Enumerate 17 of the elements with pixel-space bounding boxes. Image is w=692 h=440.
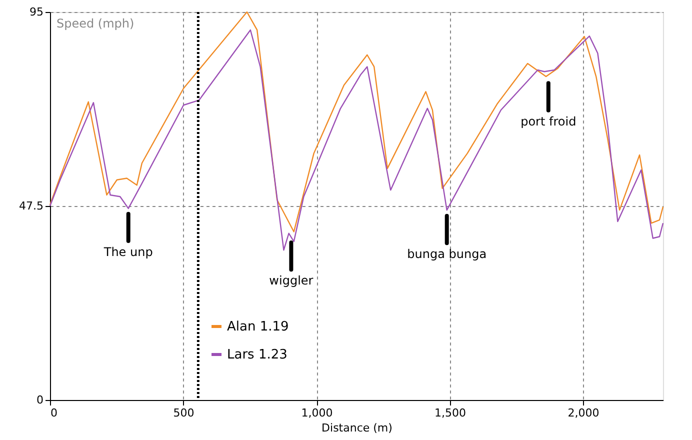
x-tick-label: 0 — [50, 406, 58, 420]
x-axis-title: Distance (m) — [322, 422, 392, 434]
annotation: The unp — [102, 245, 153, 260]
annotation: port froid — [520, 114, 576, 128]
y-tick-label: 95 — [30, 6, 44, 18]
annotation: bunga bunga — [407, 247, 487, 262]
x-tick-label: 2,000 — [568, 406, 600, 420]
y-axis-title: Speed (mph) — [56, 16, 134, 30]
y-tick-label: 0 — [36, 394, 44, 406]
annotation: wiggler — [269, 274, 314, 288]
legend-label: Lars 1.23 — [227, 348, 288, 362]
line-series — [49, 11, 664, 232]
x-tick-label: 1,000 — [301, 406, 333, 420]
x-tick-label: 500 — [173, 406, 194, 420]
legend-label: Alan 1.19 — [227, 320, 289, 334]
y-tick-label: 47.5 — [19, 200, 44, 212]
x-tick-label: 1,500 — [434, 406, 466, 420]
